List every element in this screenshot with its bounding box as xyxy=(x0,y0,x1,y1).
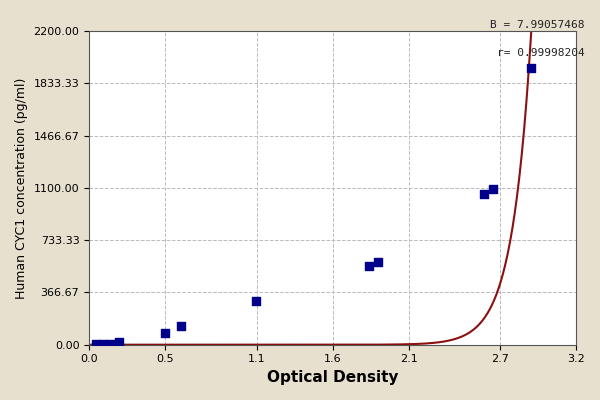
Point xyxy=(526,65,535,71)
X-axis label: Optical Density: Optical Density xyxy=(267,370,398,385)
Text: B = 7.99057468: B = 7.99057468 xyxy=(491,20,585,30)
Y-axis label: Human CYC1 concentration (pg/ml): Human CYC1 concentration (pg/ml) xyxy=(15,77,28,298)
Point xyxy=(106,340,115,347)
Point xyxy=(98,341,108,347)
Point xyxy=(92,341,101,348)
Point xyxy=(374,259,383,265)
Text: r= 0.99998204: r= 0.99998204 xyxy=(497,48,585,58)
Point xyxy=(251,297,260,304)
Point xyxy=(176,323,185,329)
Point xyxy=(114,339,124,345)
Point xyxy=(488,186,498,192)
Point xyxy=(161,330,170,336)
Point xyxy=(364,262,374,269)
Point xyxy=(479,190,489,197)
